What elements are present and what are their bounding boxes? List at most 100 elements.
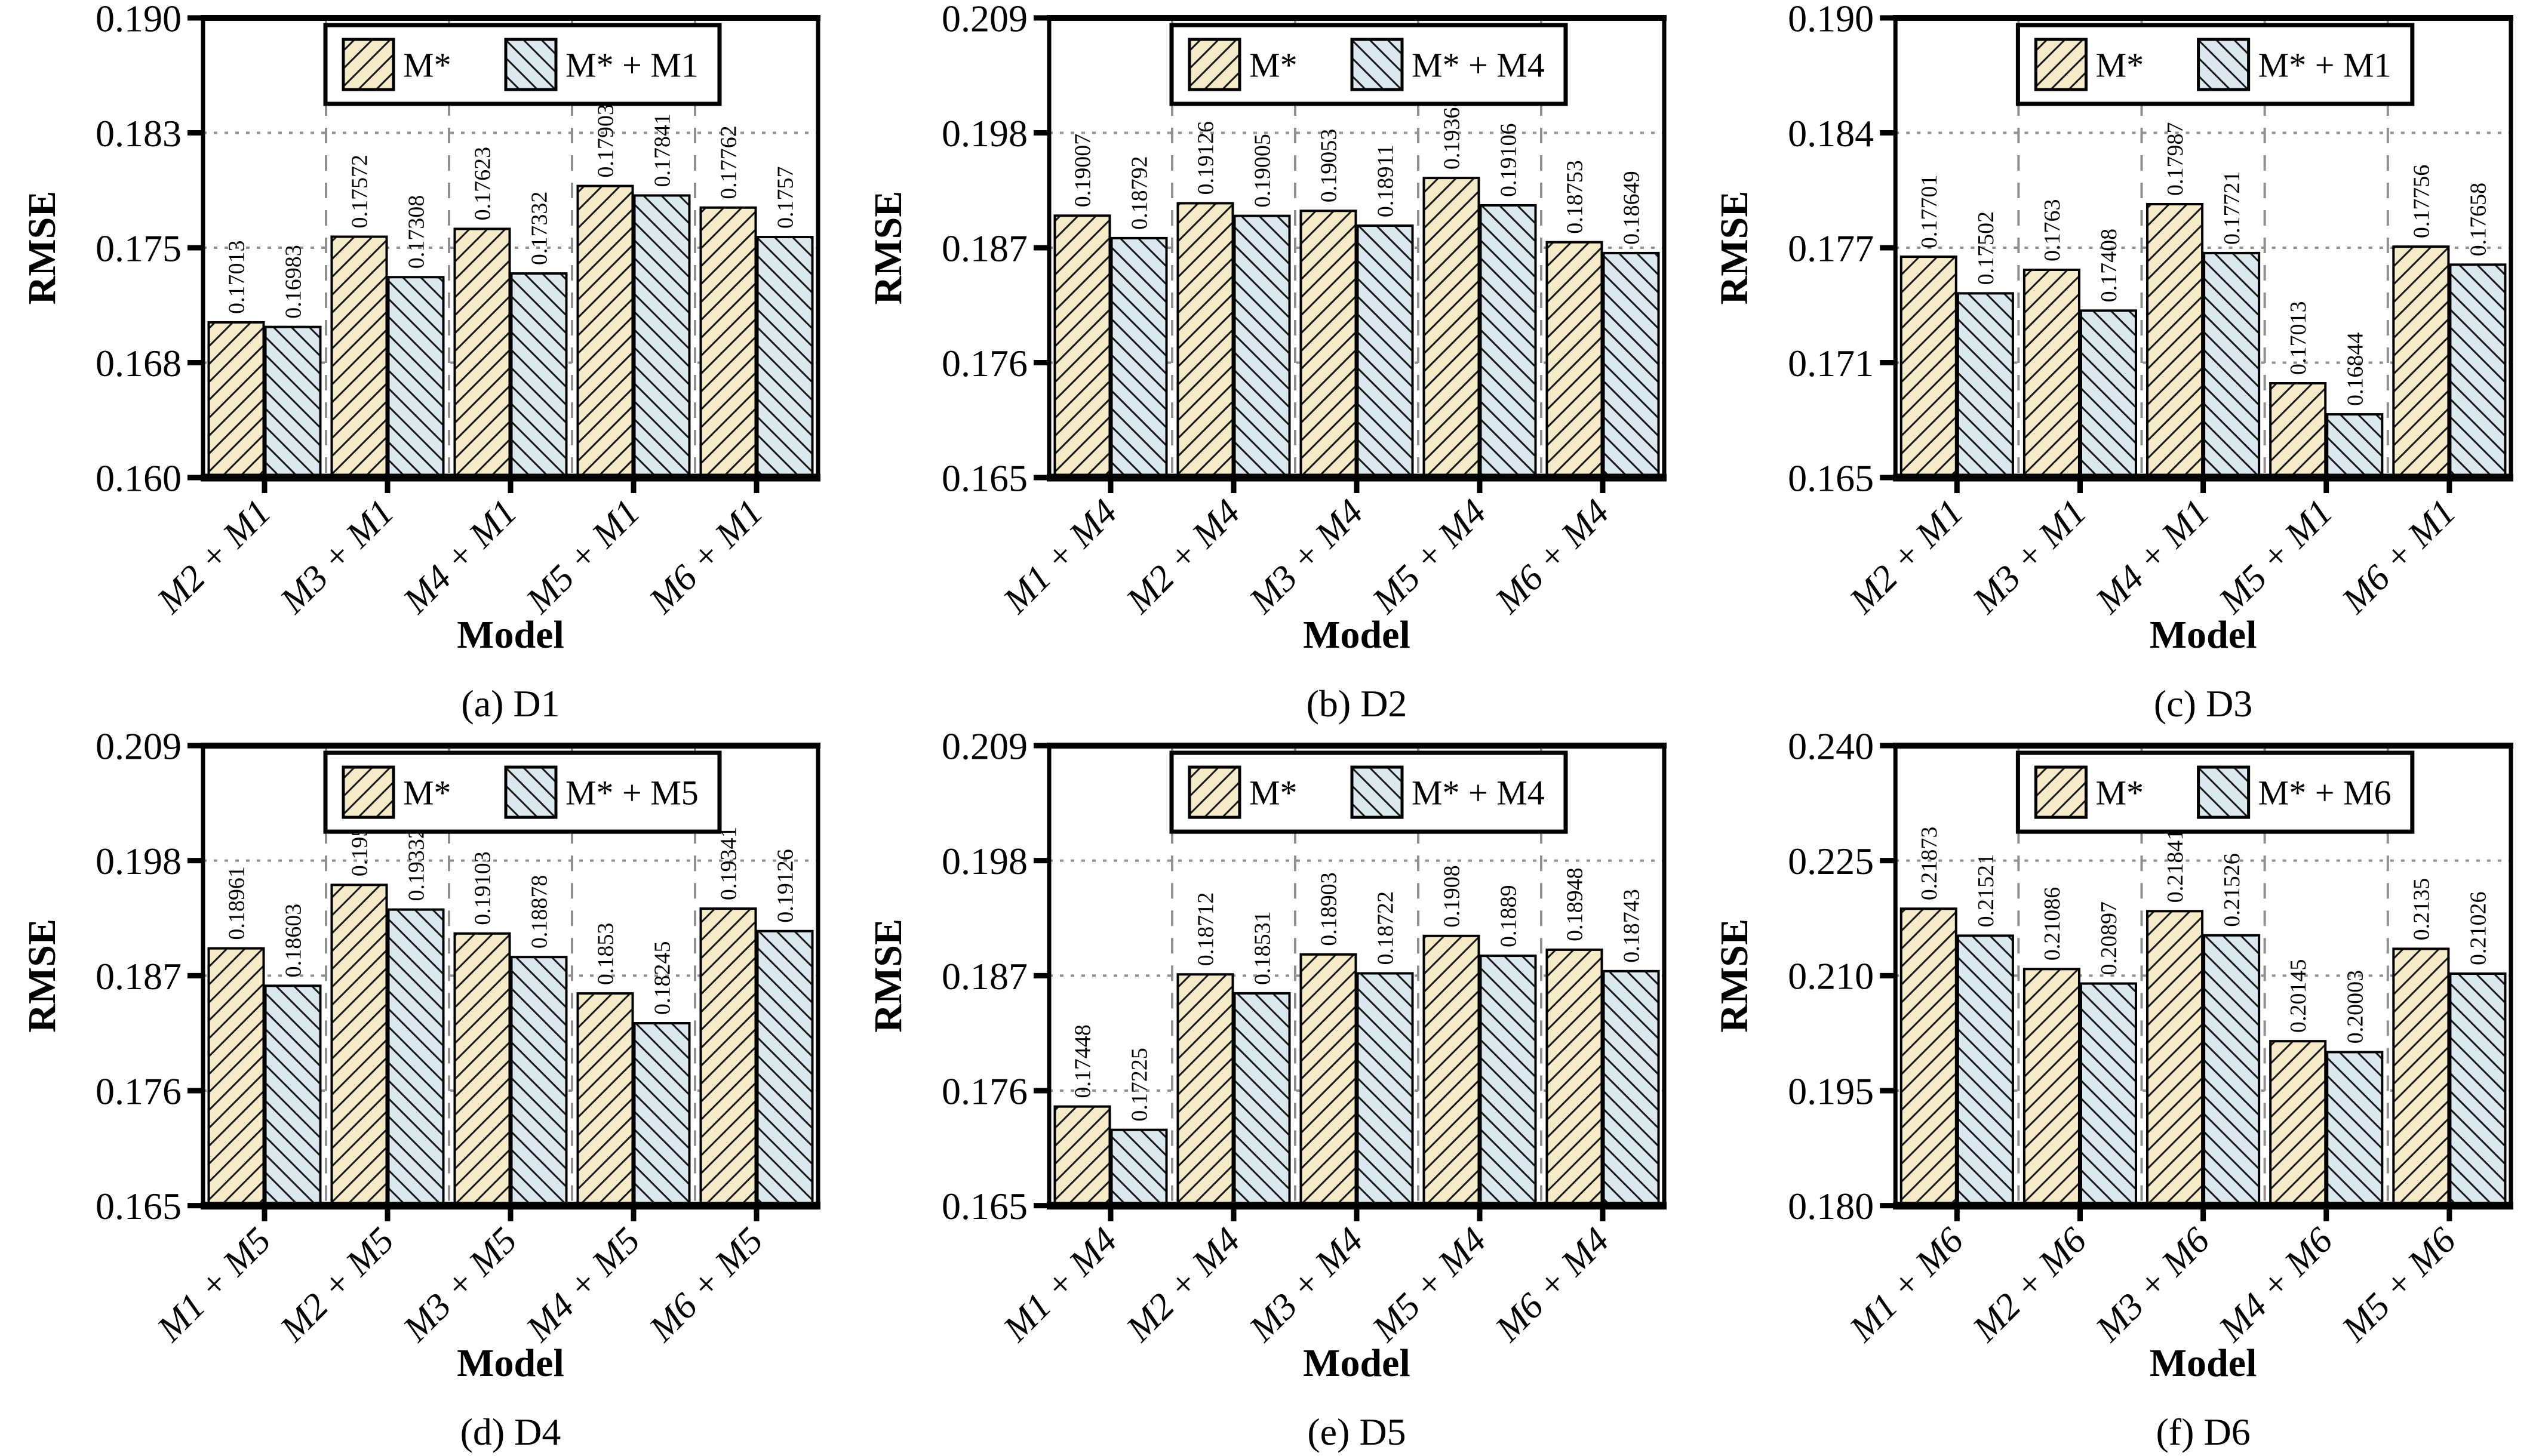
legend-swatch-series1 <box>342 765 395 819</box>
bar-value-label: 0.1853 <box>594 923 619 986</box>
bar-value-label: 0.17502 <box>1974 211 1999 285</box>
panel-caption: (e) D5 <box>1307 1411 1406 1453</box>
bar <box>1110 236 1168 479</box>
bar <box>1299 210 1357 479</box>
bar <box>510 272 568 479</box>
bar <box>2079 309 2138 479</box>
x-tick-label: M6 + M1 <box>641 492 771 621</box>
x-axis-title: Model <box>2150 613 2257 657</box>
bar <box>1479 955 1537 1207</box>
bar-value-label: 0.17987 <box>2163 122 2188 196</box>
legend-swatch-series1 <box>342 38 395 91</box>
y-axis: 0.165 0.176 0.187 0.198 0.209 <box>942 728 1049 1227</box>
y-tick-label: 0.190 <box>96 0 182 39</box>
bar-value-label: 0.17756 <box>2409 165 2434 238</box>
x-tick-label: M4 + M1 <box>395 492 525 621</box>
bar-value-label: 0.17408 <box>2097 229 2122 302</box>
bar-value-labels: 0.21873 0.21521 0.21086 0.20897 0.21841 0.215… <box>1917 827 2491 1044</box>
y-axis-title: RMSE <box>1713 191 1756 305</box>
chart-b: 0.19007 0.18792 0.19126 0.19005 0.19053 0.189… <box>866 0 1667 725</box>
gridlines <box>203 746 818 1206</box>
legend-swatch-series1 <box>1188 38 1241 91</box>
bar-value-label: 0.18961 <box>225 866 250 940</box>
legend-swatch-series2 <box>1350 38 1404 91</box>
bar <box>453 932 511 1207</box>
bar <box>1956 292 2014 479</box>
bar <box>2392 947 2450 1207</box>
bar-value-label: 0.17903 <box>594 104 619 178</box>
y-axis-title: RMSE <box>20 191 64 305</box>
y-tick-label: 0.195 <box>1788 1070 1874 1112</box>
x-tick-label: M2 + M4 <box>1118 1220 1248 1350</box>
bar <box>1545 241 1603 479</box>
y-tick-label: 0.180 <box>1788 1185 1874 1227</box>
y-tick-label: 0.165 <box>1788 457 1874 499</box>
x-tick-label: M2 + M5 <box>272 1220 402 1350</box>
y-tick-label: 0.198 <box>96 840 182 882</box>
bar-value-label: 0.18245 <box>650 941 675 1015</box>
legend-swatch-series1 <box>1188 765 1241 819</box>
bar-value-labels: 0.17013 0.16983 0.17572 0.17308 0.17623 0.173… <box>225 104 798 319</box>
y-tick-label: 0.209 <box>942 728 1028 767</box>
legend-swatch-series2 <box>2197 765 2251 819</box>
x-tick-label: M2 + M1 <box>149 492 279 621</box>
bar-value-label: 0.18792 <box>1127 156 1152 230</box>
bar <box>207 321 265 479</box>
bar-value-label: 0.17623 <box>471 147 496 221</box>
legend-label-series1: M* <box>403 45 451 84</box>
x-tick-label: M3 + M6 <box>2088 1220 2217 1350</box>
bar <box>2203 934 2261 1207</box>
bar <box>1356 972 1414 1207</box>
x-tick-label: M5 + M4 <box>1364 492 1494 621</box>
bars <box>207 184 814 479</box>
bar-value-label: 0.17701 <box>1917 175 1942 248</box>
x-axis-title: Model <box>2150 1341 2257 1385</box>
legend-swatch-series2 <box>504 765 558 819</box>
bar <box>1602 251 1660 479</box>
legend-label-series1: M* <box>1249 45 1298 84</box>
bar-value-label: 0.19103 <box>471 851 496 925</box>
legend-label-series1: M* <box>2095 45 2144 84</box>
bar-value-label: 0.16983 <box>281 245 306 319</box>
bar-value-label: 0.21026 <box>2466 891 2491 965</box>
y-axis-title: RMSE <box>20 919 64 1033</box>
legend-label-series2: M* + M5 <box>565 773 699 812</box>
bar-value-label: 0.16844 <box>2343 333 2368 406</box>
bar-value-label: 0.17762 <box>717 125 742 199</box>
bar-value-label: 0.17013 <box>2286 301 2311 375</box>
bar-value-label: 0.18911 <box>1373 144 1398 217</box>
bar <box>1602 969 1660 1207</box>
bar-value-labels: 0.19007 0.18792 0.19126 0.19005 0.19053 0.189… <box>1071 96 1644 245</box>
bar <box>699 206 757 479</box>
bar-value-label: 0.19341 <box>717 827 742 901</box>
bar-value-labels: 0.17448 0.17225 0.18712 0.18531 0.18903 0.187… <box>1071 865 1644 1121</box>
bar-value-label: 0.1763 <box>2040 199 2065 261</box>
bar-value-label: 0.18722 <box>1373 891 1398 965</box>
y-tick-label: 0.190 <box>1788 0 1874 39</box>
bar <box>756 929 814 1207</box>
bar <box>1422 934 1480 1207</box>
legend: M* M* + M6 <box>2015 750 2415 834</box>
bar-value-label: 0.21521 <box>1974 854 1999 928</box>
bar <box>699 907 757 1207</box>
x-tick-label: M4 + M5 <box>518 1220 648 1350</box>
y-tick-label: 0.187 <box>942 955 1028 998</box>
y-axis: 0.180 0.195 0.210 0.225 0.240 <box>1788 728 1896 1227</box>
x-tick-label: M3 + M1 <box>272 492 402 621</box>
bar <box>576 992 634 1207</box>
bar-value-label: 0.21873 <box>1917 827 1942 901</box>
y-tick-label: 0.175 <box>96 227 182 269</box>
y-tick-label: 0.176 <box>942 342 1028 384</box>
bar <box>2449 972 2507 1207</box>
x-tick-label: M3 + M5 <box>395 1220 525 1350</box>
bar <box>207 947 265 1207</box>
bar <box>453 227 511 479</box>
y-axis: 0.165 0.176 0.187 0.198 0.209 <box>942 0 1049 499</box>
legend: M* M* + M4 <box>1169 23 1568 106</box>
legend-swatch-series1 <box>2034 765 2088 819</box>
x-axis-title: Model <box>1303 1341 1410 1385</box>
